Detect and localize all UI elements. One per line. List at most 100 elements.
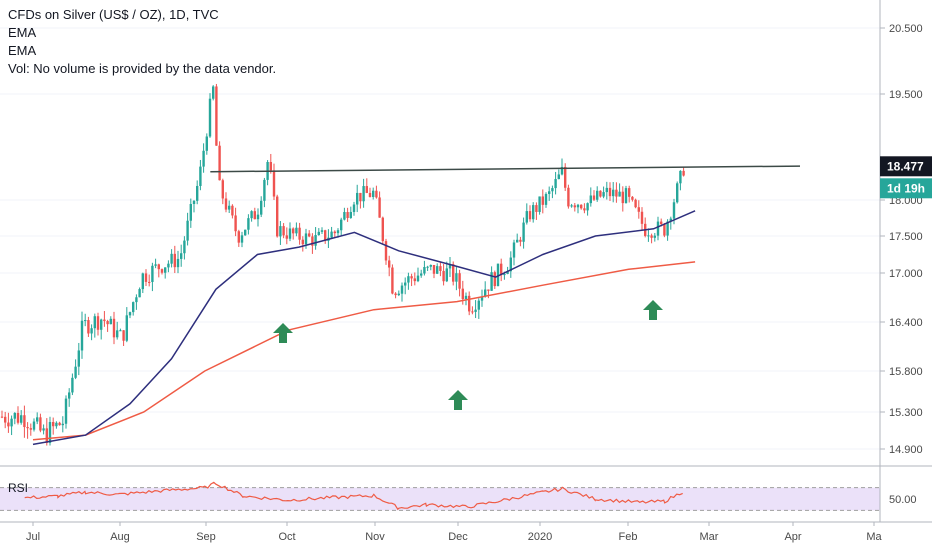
ema-legend-2[interactable]: EMA <box>8 43 37 58</box>
y-tick-label: 15.300 <box>889 407 923 419</box>
candle-body <box>548 191 551 194</box>
arrows <box>273 300 663 410</box>
candle-body <box>4 416 7 423</box>
candle-body <box>183 240 186 254</box>
candle-body <box>0 416 4 418</box>
rsi-line <box>24 481 683 511</box>
x-tick-label: Sep <box>196 531 216 543</box>
candle-body <box>464 295 468 300</box>
candle-body <box>580 204 583 209</box>
candle-body <box>106 321 109 325</box>
candle-body <box>308 233 311 237</box>
candle-body <box>180 253 183 259</box>
candle-body <box>276 196 279 237</box>
candle-body <box>381 217 384 242</box>
candle-body <box>660 221 663 225</box>
rsi-band-fill <box>0 487 880 511</box>
candle-body <box>13 412 16 419</box>
candle-body <box>637 207 640 212</box>
ema-legend-1[interactable]: EMA <box>8 25 37 40</box>
candle-body <box>538 196 541 212</box>
candle-body <box>496 263 500 287</box>
plot-background <box>0 0 880 522</box>
candle-body <box>452 264 455 282</box>
candle-body <box>256 214 260 220</box>
volume-note: Vol: No volume is provided by the data v… <box>8 61 277 76</box>
candle-body <box>301 239 304 245</box>
candle-body <box>480 296 484 301</box>
candle-body <box>304 233 308 245</box>
candle-body <box>164 267 167 273</box>
candle-body <box>55 422 58 427</box>
candle-body <box>509 257 512 272</box>
candle-body <box>112 318 116 338</box>
candle-body <box>282 226 285 236</box>
candle-body <box>624 188 628 204</box>
candle-body <box>10 418 13 427</box>
candle-body <box>612 189 615 197</box>
candle-body <box>365 186 368 193</box>
countdown-badge <box>880 178 932 199</box>
candle-body <box>199 166 202 186</box>
chart-legend: CFDs on Silver (US$ / OZ), 1D, TVC EMA E… <box>8 6 276 78</box>
candle-body <box>557 174 560 180</box>
candle-body <box>240 235 244 243</box>
candle-body <box>260 200 263 215</box>
candle-body <box>39 417 42 431</box>
candle-body <box>573 205 576 208</box>
candle-body <box>148 281 151 283</box>
candle-body <box>404 282 407 286</box>
candle-body <box>167 263 170 268</box>
candle-body <box>116 330 119 338</box>
candle-body <box>154 264 157 266</box>
candle-body <box>474 309 477 312</box>
candle-body <box>372 190 375 197</box>
x-tick-label: Aug <box>110 531 130 543</box>
candle-body <box>346 212 349 218</box>
candle-body <box>394 293 397 296</box>
candle-body <box>362 186 365 202</box>
ema-long-line <box>32 261 696 441</box>
candle-body <box>192 200 196 205</box>
candle-body <box>96 316 100 330</box>
candle-body <box>250 211 253 219</box>
candle-body <box>234 215 237 232</box>
price-badges: 18.477 1d 19h <box>880 156 932 199</box>
candle-body <box>676 183 679 203</box>
candle-body <box>64 398 68 424</box>
candle-body <box>589 195 592 204</box>
y-tick-label: 14.900 <box>889 444 923 456</box>
candle-body <box>218 145 221 181</box>
candle-body <box>650 235 653 238</box>
y-tick-label: 15.800 <box>889 366 923 378</box>
candle-body <box>640 211 644 224</box>
rsi-label[interactable]: RSI <box>8 481 29 495</box>
candle-body <box>487 289 490 291</box>
candle-body <box>522 222 525 242</box>
candle-body <box>628 188 631 197</box>
candle-body <box>423 266 426 274</box>
candle-body <box>48 422 52 443</box>
candle-body <box>384 241 388 261</box>
candle-body <box>320 230 324 232</box>
rsi-line-layer <box>24 481 683 511</box>
trendline-layer <box>210 165 801 173</box>
candle-body <box>426 266 429 268</box>
candle-body <box>592 195 596 200</box>
candle-body <box>7 422 10 427</box>
candle-body <box>608 187 612 197</box>
candle-body <box>196 185 199 201</box>
candle-body <box>621 191 624 204</box>
candle-body <box>80 320 84 351</box>
x-tick-label: Jul <box>26 531 40 543</box>
candle-body <box>679 170 682 184</box>
candle-body <box>29 428 32 430</box>
candle-body <box>519 239 522 242</box>
candle-body <box>100 319 103 330</box>
candle-body <box>535 205 538 212</box>
candle-body <box>356 192 359 205</box>
candle-body <box>20 415 23 423</box>
candle-body <box>436 266 439 274</box>
candle-body <box>656 221 660 236</box>
